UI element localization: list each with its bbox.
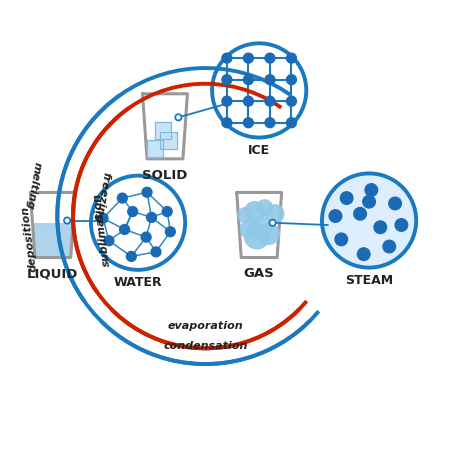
- Circle shape: [374, 221, 386, 234]
- Circle shape: [363, 195, 375, 208]
- Circle shape: [91, 176, 185, 270]
- Circle shape: [265, 75, 275, 85]
- Circle shape: [162, 207, 172, 216]
- Text: SOLID: SOLID: [142, 169, 188, 182]
- Text: STEAM: STEAM: [345, 274, 393, 287]
- Circle shape: [222, 75, 232, 85]
- Circle shape: [64, 217, 70, 224]
- Circle shape: [117, 193, 127, 203]
- Circle shape: [357, 248, 370, 261]
- Circle shape: [329, 210, 342, 222]
- Circle shape: [222, 53, 232, 63]
- Circle shape: [354, 207, 366, 220]
- Circle shape: [265, 53, 275, 63]
- Circle shape: [365, 184, 378, 196]
- Circle shape: [395, 219, 408, 231]
- Text: sublimation: sublimation: [92, 192, 112, 267]
- Circle shape: [212, 43, 306, 138]
- Circle shape: [243, 96, 253, 106]
- Circle shape: [243, 53, 253, 63]
- Circle shape: [142, 187, 152, 197]
- Circle shape: [244, 224, 270, 249]
- Circle shape: [175, 114, 182, 121]
- Circle shape: [245, 202, 265, 221]
- Text: GAS: GAS: [244, 267, 274, 280]
- Text: evaporation: evaporation: [167, 321, 243, 331]
- Text: ICE: ICE: [248, 144, 270, 157]
- Circle shape: [266, 205, 284, 223]
- Circle shape: [389, 197, 401, 210]
- Circle shape: [259, 224, 280, 244]
- Circle shape: [250, 217, 272, 239]
- Circle shape: [98, 213, 108, 223]
- Circle shape: [265, 118, 275, 128]
- Polygon shape: [155, 122, 171, 139]
- Circle shape: [238, 207, 253, 223]
- Text: deposition: deposition: [20, 206, 39, 273]
- Polygon shape: [147, 140, 163, 157]
- Circle shape: [240, 220, 258, 238]
- Polygon shape: [160, 132, 177, 148]
- Polygon shape: [32, 224, 73, 257]
- Circle shape: [128, 207, 137, 216]
- Circle shape: [287, 53, 296, 63]
- Text: freezing: freezing: [92, 171, 111, 224]
- Circle shape: [257, 200, 272, 216]
- Circle shape: [270, 220, 276, 226]
- Text: melting: melting: [24, 161, 42, 210]
- Circle shape: [147, 212, 157, 222]
- Circle shape: [340, 192, 353, 204]
- Circle shape: [335, 233, 348, 246]
- Circle shape: [287, 96, 296, 106]
- Circle shape: [243, 118, 253, 128]
- Circle shape: [322, 173, 416, 268]
- Circle shape: [166, 227, 175, 237]
- Text: condensation: condensation: [163, 341, 248, 351]
- Circle shape: [287, 118, 296, 128]
- Circle shape: [126, 252, 136, 261]
- Circle shape: [383, 240, 395, 253]
- Circle shape: [151, 247, 161, 257]
- Circle shape: [287, 75, 296, 85]
- Circle shape: [243, 75, 253, 85]
- Text: WATER: WATER: [114, 276, 162, 289]
- Circle shape: [222, 118, 232, 128]
- Circle shape: [120, 225, 129, 234]
- Text: LIQUID: LIQUID: [27, 267, 78, 280]
- Circle shape: [141, 232, 151, 242]
- Circle shape: [104, 236, 114, 246]
- Circle shape: [265, 96, 275, 106]
- Circle shape: [222, 96, 232, 106]
